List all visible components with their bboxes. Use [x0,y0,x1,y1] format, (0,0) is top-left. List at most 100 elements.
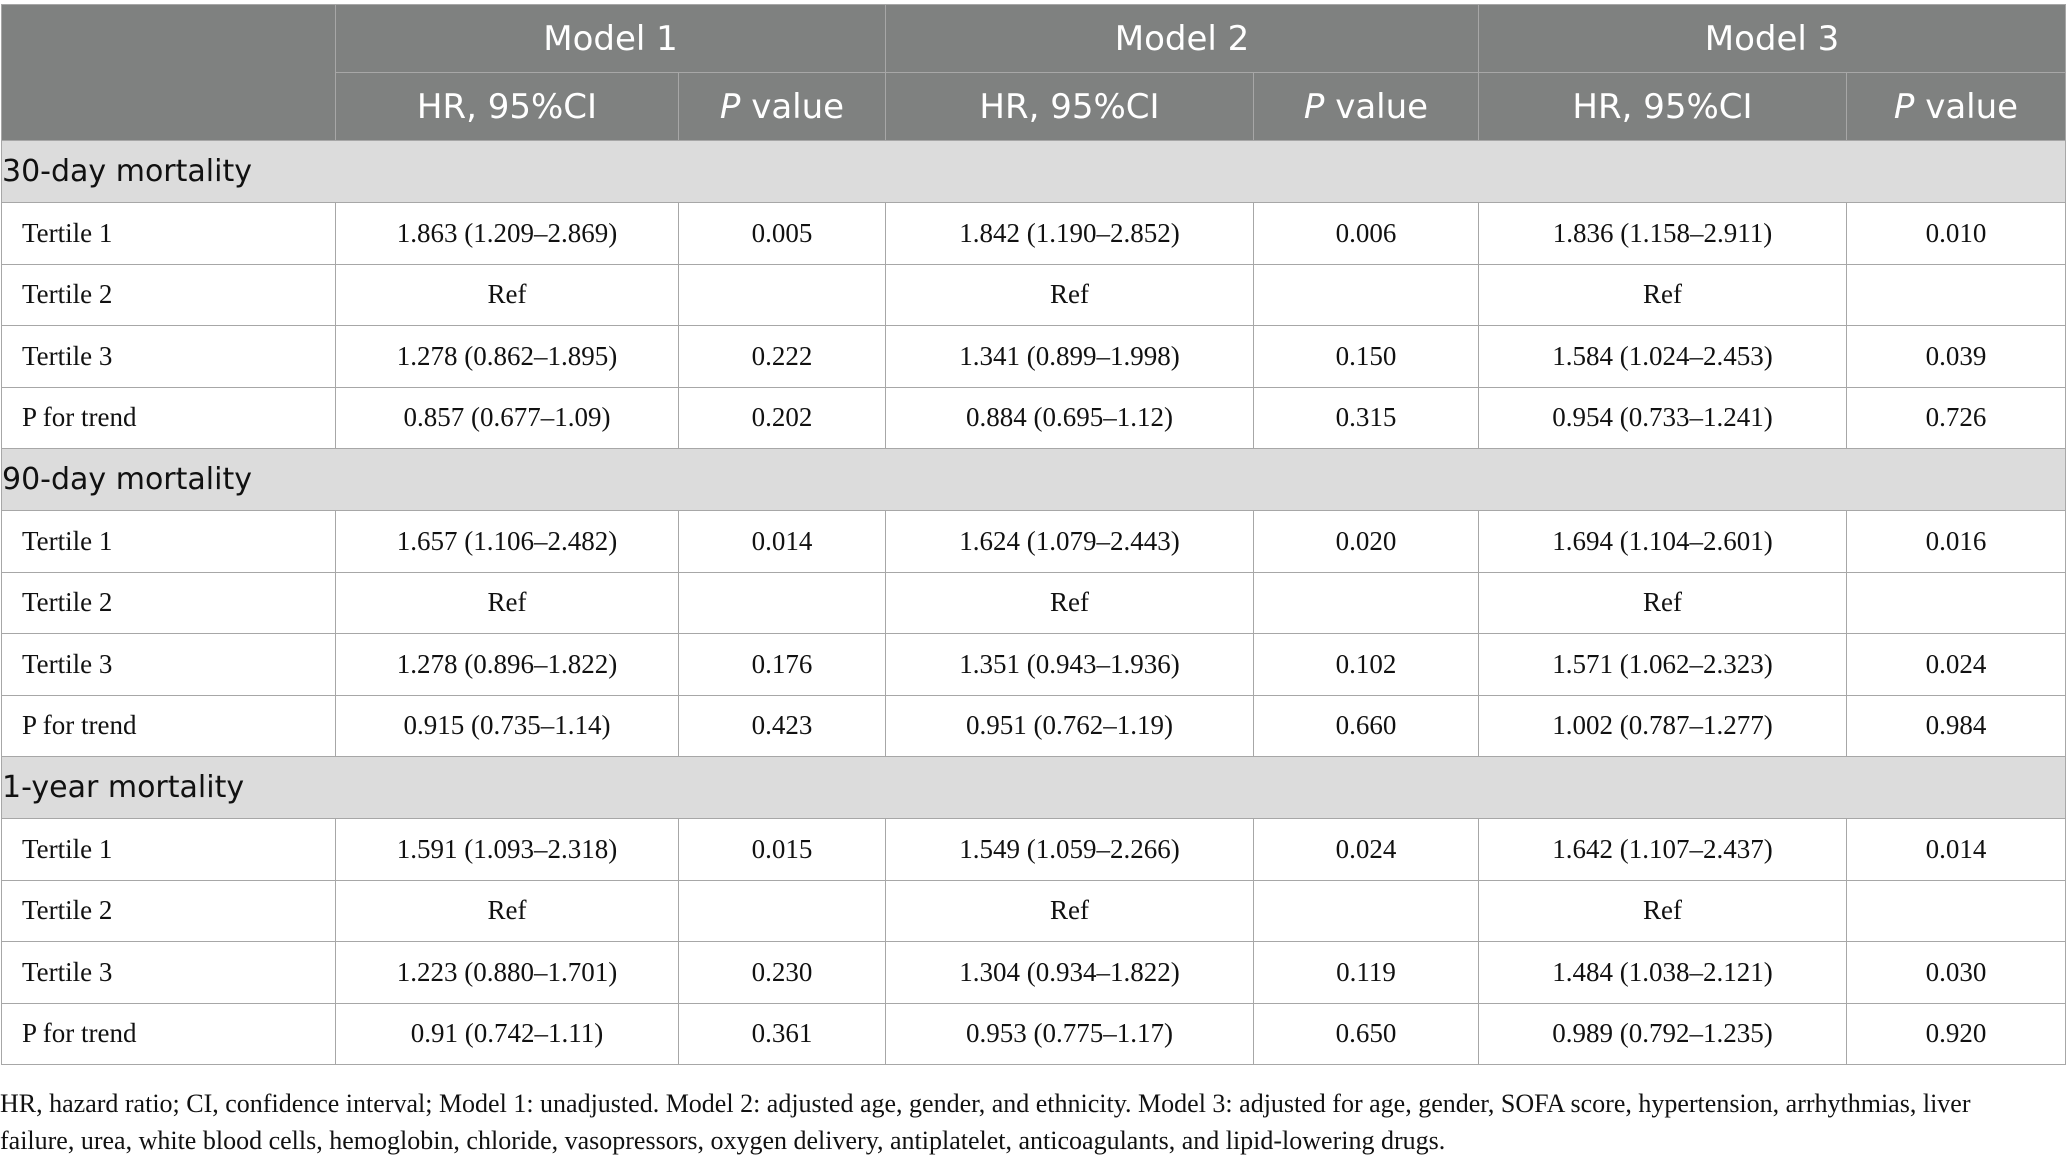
hr-ci-cell: 0.884 (0.695–1.12) [885,386,1254,449]
table-row: Tertile 1 1.657 (1.106–2.482) 0.014 1.624 (… [1,510,2066,573]
hr-ci-cell: 0.915 (0.735–1.14) [335,694,679,757]
header-hr-ci: HR, 95%CI [1478,72,1847,141]
table-row: Tertile 3 1.223 (0.880–1.701) 0.230 1.304 (… [1,941,2066,1004]
row-label: P for trend [1,694,336,757]
hr-ci-cell: 1.836 (1.158–2.911) [1478,202,1847,265]
hr-ci-cell: 1.657 (1.106–2.482) [335,510,679,573]
row-label: Tertile 2 [1,571,336,634]
row-label: Tertile 1 [1,818,336,881]
hr-ci-cell: 1.304 (0.934–1.822) [885,941,1254,1004]
hr-ci-cell: 0.989 (0.792–1.235) [1478,1002,1847,1065]
hr-ci-cell: 1.642 (1.107–2.437) [1478,818,1847,881]
hr-ci-cell: 0.953 (0.775–1.17) [885,1002,1254,1065]
table-row: Tertile 3 1.278 (0.862–1.895) 0.222 1.341 (… [1,325,2066,388]
header-model-3: Model 3 [1478,4,2066,73]
p-value-cell: 0.020 [1253,510,1479,573]
header-blank-cell [1,4,336,141]
header-p-rest: value [1324,86,1429,127]
header-hr-ci: HR, 95%CI [335,72,679,141]
header-p-rest: value [1914,86,2019,127]
hr-ci-cell: Ref [885,263,1254,326]
p-value-cell: 0.222 [678,325,886,388]
section-title: 90-day mortality [1,448,2066,511]
table-row: Tertile 2 Ref Ref Ref [1,263,2066,326]
section-row: 30-day mortality [1,140,2066,203]
section-title: 30-day mortality [1,140,2066,203]
hr-ci-cell: 1.571 (1.062–2.323) [1478,633,1847,696]
header-p-value: P value [1253,72,1479,141]
p-value-cell [1253,879,1479,942]
row-label: Tertile 3 [1,633,336,696]
hr-ci-cell: 1.484 (1.038–2.121) [1478,941,1847,1004]
hr-ci-cell: 1.624 (1.079–2.443) [885,510,1254,573]
p-value-cell: 0.150 [1253,325,1479,388]
p-value-cell [678,571,886,634]
hr-ci-cell: 0.954 (0.733–1.241) [1478,386,1847,449]
header-row-models: Model 1 Model 2 Model 3 [1,4,2066,141]
p-value-cell: 0.315 [1253,386,1479,449]
hr-ci-cell: 0.951 (0.762–1.19) [885,694,1254,757]
hr-ci-cell: Ref [335,879,679,942]
p-value-cell [1253,263,1479,326]
section-row: 1-year mortality [1,756,2066,819]
hr-ci-cell: 1.351 (0.943–1.936) [885,633,1254,696]
header-model-1: Model 1 [335,4,886,73]
hr-ci-cell: Ref [1478,879,1847,942]
hr-ci-cell: Ref [335,571,679,634]
table-body: 30-day mortality Tertile 1 1.863 (1.209–2.… [1,140,2066,1065]
header-p-value: P value [1846,72,2066,141]
p-value-cell: 0.030 [1846,941,2066,1004]
hr-ci-cell: 1.694 (1.104–2.601) [1478,510,1847,573]
hr-ci-cell: 1.278 (0.896–1.822) [335,633,679,696]
hr-ci-cell: 1.584 (1.024–2.453) [1478,325,1847,388]
p-value-cell: 0.024 [1846,633,2066,696]
hr-ci-cell: 0.857 (0.677–1.09) [335,386,679,449]
hr-ci-cell: 1.278 (0.862–1.895) [335,325,679,388]
hr-ci-cell: Ref [885,879,1254,942]
table-row: P for trend 0.857 (0.677–1.09) 0.202 0.884 … [1,386,2066,449]
p-value-cell: 0.016 [1846,510,2066,573]
row-label: Tertile 1 [1,510,336,573]
table-row: Tertile 2 Ref Ref Ref [1,879,2066,942]
header-model-2: Model 2 [885,4,1479,73]
p-value-cell: 0.920 [1846,1002,2066,1065]
p-value-cell: 0.202 [678,386,886,449]
hr-ci-cell: Ref [885,571,1254,634]
header-p-rest: value [740,86,845,127]
row-label: P for trend [1,386,336,449]
hr-ci-cell: 1.223 (0.880–1.701) [335,941,679,1004]
p-value-cell [678,879,886,942]
header-p-italic: P [1893,86,1915,127]
header-p-italic: P [1303,86,1325,127]
hazard-ratio-table: Model 1 Model 2 Model 3 HR, 95%CI P valu… [1,4,2066,1065]
table-row: Tertile 1 1.863 (1.209–2.869) 0.005 1.842 (… [1,202,2066,265]
hr-ci-cell: Ref [1478,263,1847,326]
p-value-cell [678,263,886,326]
row-label: Tertile 1 [1,202,336,265]
header-row-metrics: HR, 95%CI P value HR, 95%CI P value HR, … [2,72,2066,141]
table-row: Tertile 3 1.278 (0.896–1.822) 0.176 1.351 (… [1,633,2066,696]
p-value-cell: 0.010 [1846,202,2066,265]
p-value-cell: 0.005 [678,202,886,265]
p-value-cell: 0.014 [678,510,886,573]
hr-ci-cell: Ref [1478,571,1847,634]
hr-ci-cell: 1.842 (1.190–2.852) [885,202,1254,265]
row-label: Tertile 3 [1,941,336,1004]
p-value-cell: 0.015 [678,818,886,881]
p-value-cell: 0.984 [1846,694,2066,757]
p-value-cell: 0.119 [1253,941,1479,1004]
p-value-cell [1846,263,2066,326]
p-value-cell: 0.176 [678,633,886,696]
p-value-cell [1846,571,2066,634]
row-label: Tertile 2 [1,263,336,326]
p-value-cell: 0.014 [1846,818,2066,881]
hr-ci-cell: 1.341 (0.899–1.998) [885,325,1254,388]
p-value-cell: 0.726 [1846,386,2066,449]
p-value-cell: 0.102 [1253,633,1479,696]
hr-ci-cell: Ref [335,263,679,326]
header-p-italic: P [719,86,741,127]
p-value-cell: 0.024 [1253,818,1479,881]
row-label: P for trend [1,1002,336,1065]
p-value-cell: 0.361 [678,1002,886,1065]
table-row: P for trend 0.915 (0.735–1.14) 0.423 0.951 … [1,694,2066,757]
